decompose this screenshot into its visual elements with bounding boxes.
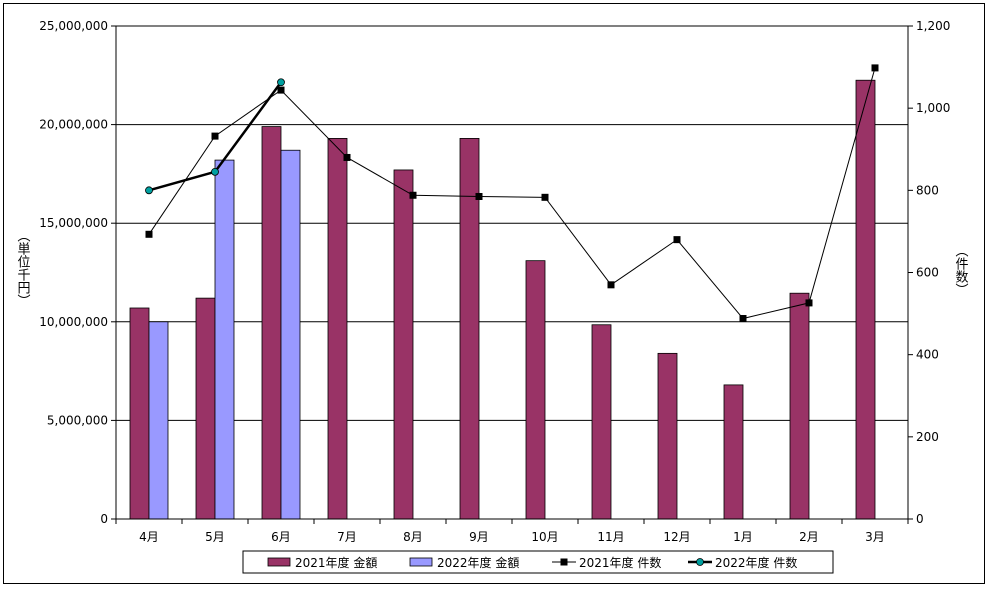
plot-area (116, 26, 908, 519)
line-point-square (607, 281, 615, 289)
line-point-square (805, 299, 813, 307)
x-tick-label: 12月 (663, 530, 690, 544)
y2-tick-label: 0 (916, 512, 924, 526)
x-tick-label: 2月 (799, 530, 819, 544)
y2-axis-label: （件数） (953, 244, 969, 296)
bar-series1 (327, 138, 348, 520)
line-point-square (145, 230, 153, 238)
y-tick-label: 10,000,000 (39, 315, 108, 329)
bar-series1 (591, 324, 612, 520)
y-tick-label: 20,000,000 (39, 118, 108, 132)
legend-label: 2022年度 件数 (715, 555, 797, 570)
x-tick-label: 7月 (337, 530, 357, 544)
x-tick-label: 6月 (271, 530, 291, 544)
bar-series2 (214, 159, 235, 520)
bar-series2 (148, 321, 169, 520)
x-tick-label: 9月 (469, 530, 489, 544)
lines (145, 64, 879, 323)
legend-label: 2022年度 金額 (437, 555, 519, 570)
y-tick-label: 15,000,000 (39, 216, 108, 230)
axes (111, 25, 913, 524)
bar-series1 (261, 126, 282, 520)
y-axis-label: （単位千円） (15, 229, 31, 307)
line-point-square (739, 315, 747, 323)
y2-tick-label: 200 (916, 430, 939, 444)
legend-box (242, 550, 834, 574)
line-point-circle (211, 167, 219, 176)
line-point-square (673, 236, 681, 244)
y2-tick-label: 1,200 (916, 19, 950, 33)
tick-labels: 0 5,000,000 10,000,000 15,000,000 20,000,000… (39, 19, 950, 544)
legend-marker (560, 558, 568, 566)
bar-series1 (129, 307, 150, 520)
line-point-square (871, 64, 879, 72)
legend-label: 2021年度 金額 (295, 555, 377, 570)
line-point-square (211, 132, 219, 140)
y2-tick-label: 800 (916, 183, 939, 197)
bar-series1 (657, 352, 678, 520)
line-point-square (277, 86, 285, 94)
y2-tick-label: 400 (916, 348, 939, 362)
bar-series1 (855, 79, 876, 520)
line-point-circle (145, 186, 153, 195)
x-tick-label: 1月 (733, 530, 753, 544)
x-tick-label: 5月 (205, 530, 225, 544)
legend: 2021年度 金額 2022年度 金額 2021年度 件数 2022年度 件数 (242, 550, 834, 574)
x-tick-label: 8月 (403, 530, 423, 544)
line-point-square (409, 191, 417, 199)
x-tick-label: 4月 (139, 530, 159, 544)
y2-tick-label: 600 (916, 266, 939, 280)
x-tick-label: 11月 (597, 530, 624, 544)
bar-series1 (525, 260, 546, 520)
y-tick-label: 5,000,000 (47, 413, 108, 427)
gridlines (116, 25, 908, 519)
line-point-square (541, 193, 549, 201)
bar-series1 (195, 297, 216, 520)
x-tick-label: 3月 (865, 530, 885, 544)
y-tick-label: 0 (100, 512, 108, 526)
legend-marker (696, 558, 704, 566)
bar-series2 (280, 149, 301, 520)
bar-series1 (789, 292, 810, 520)
legend-swatch (409, 557, 433, 567)
line-point-square (343, 153, 351, 161)
y2-tick-label: 1,000 (916, 101, 950, 115)
line-point-circle (277, 78, 285, 87)
legend-label: 2021年度 件数 (579, 555, 661, 570)
x-tick-label: 10月 (531, 530, 558, 544)
y-tick-label: 25,000,000 (39, 19, 108, 33)
bar-series1 (723, 384, 744, 520)
bars (129, 79, 876, 520)
legend-swatch (267, 557, 291, 567)
bar-series1 (393, 169, 414, 520)
line-point-square (475, 192, 483, 200)
